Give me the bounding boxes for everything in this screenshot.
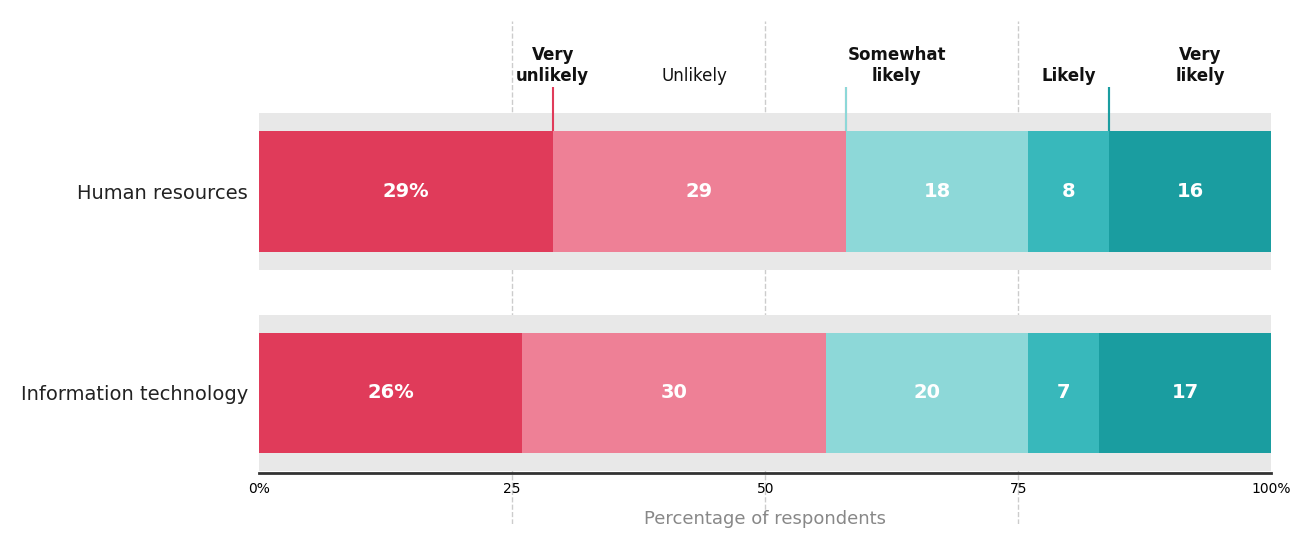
Text: 29: 29 xyxy=(686,182,714,201)
Text: Very
likely: Very likely xyxy=(1176,46,1225,85)
Text: 30: 30 xyxy=(661,384,687,403)
Text: 17: 17 xyxy=(1172,384,1199,403)
Text: 29%: 29% xyxy=(383,182,429,201)
Text: 16: 16 xyxy=(1177,182,1204,201)
Bar xyxy=(260,332,522,453)
Text: Somewhat
likely: Somewhat likely xyxy=(848,46,946,85)
Bar xyxy=(522,332,827,453)
Bar xyxy=(827,332,1029,453)
Text: Unlikely: Unlikely xyxy=(661,67,727,85)
Bar xyxy=(552,131,846,252)
Bar xyxy=(260,113,1271,270)
Bar xyxy=(260,131,552,252)
Text: Very
unlikely: Very unlikely xyxy=(516,46,589,85)
Bar xyxy=(1110,131,1271,252)
Text: 20: 20 xyxy=(913,384,941,403)
Bar xyxy=(846,131,1029,252)
Text: 26%: 26% xyxy=(367,384,415,403)
Bar xyxy=(260,315,1271,471)
Bar xyxy=(1029,131,1110,252)
Bar xyxy=(1029,332,1099,453)
X-axis label: Percentage of respondents: Percentage of respondents xyxy=(644,510,887,528)
Text: Likely: Likely xyxy=(1042,67,1097,85)
Text: 7: 7 xyxy=(1057,384,1071,403)
Bar xyxy=(1099,332,1271,453)
Text: 8: 8 xyxy=(1063,182,1076,201)
Text: 18: 18 xyxy=(924,182,951,201)
